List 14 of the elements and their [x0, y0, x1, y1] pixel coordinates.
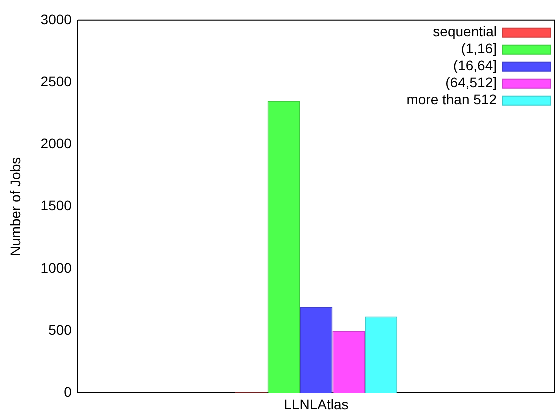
y-tick-label: 0	[64, 384, 72, 400]
y-tick-label: 1000	[40, 260, 72, 276]
legend-label: (16,64]	[453, 57, 497, 74]
x-tick-label: LLNLAtlas	[284, 396, 349, 412]
legend-label: more than 512	[406, 91, 498, 108]
y-tick-label: 3000	[40, 11, 72, 28]
legend-label: sequential	[433, 23, 497, 40]
y-tick-label: 500	[48, 322, 72, 338]
y-tick-label: 2000	[40, 136, 72, 152]
y-axis-title: Number of Jobs	[7, 157, 24, 256]
y-tick-label: 2500	[40, 73, 72, 90]
legend-label: (64,512]	[446, 74, 497, 90]
y-tick-label: 1500	[40, 198, 72, 214]
legend-label: (1,16]	[461, 40, 497, 56]
